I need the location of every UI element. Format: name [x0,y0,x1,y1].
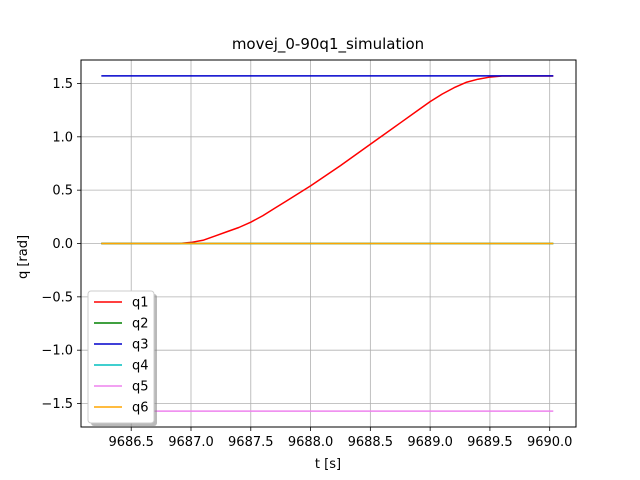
x-tick-label: 9686.5 [108,435,154,450]
x-tick-label: 9688.0 [288,435,334,450]
x-tick-label: 9688.5 [348,435,394,450]
y-tick-label: 0.0 [52,237,73,252]
y-tick-label: −1.0 [41,344,73,359]
x-tick-label: 9689.0 [407,435,453,450]
x-tick-label: 9687.5 [228,435,274,450]
x-axis-label: t [s] [315,457,341,472]
x-tick-label: 9689.5 [467,435,513,450]
y-tick-label: 1.5 [52,77,73,92]
grid-lines [81,60,576,427]
legend-label-q1: q1 [132,296,149,311]
legend-label-q4: q4 [132,359,149,374]
series-line-q1 [101,75,554,245]
legend: q1 q2 q3 q4 q5 q6 [87,290,157,426]
y-tick-label: −1.5 [41,397,73,412]
y-tick-label: 1.0 [52,130,73,145]
x-tick-label: 9687.0 [168,435,214,450]
legend-label-q3: q3 [132,338,149,353]
legend-box [87,290,155,424]
series-lines [101,75,554,412]
legend-label-q2: q2 [132,317,149,332]
y-tick-label: −0.5 [41,290,73,305]
y-axis-ticks: −1.5 −1.0 −0.5 0.0 0.5 1.0 1.5 [41,77,81,412]
y-axis-label: q [rad] [16,235,31,279]
legend-label-q5: q5 [132,380,149,395]
legend-label-q6: q6 [132,401,149,416]
y-tick-label: 0.5 [52,184,73,199]
chart-title: movej_0-90q1_simulation [232,35,424,54]
x-axis-ticks: 9686.5 9687.0 9687.5 9688.0 9688.5 9689.0 9689… [108,427,572,450]
x-tick-label: 9690.0 [527,435,573,450]
